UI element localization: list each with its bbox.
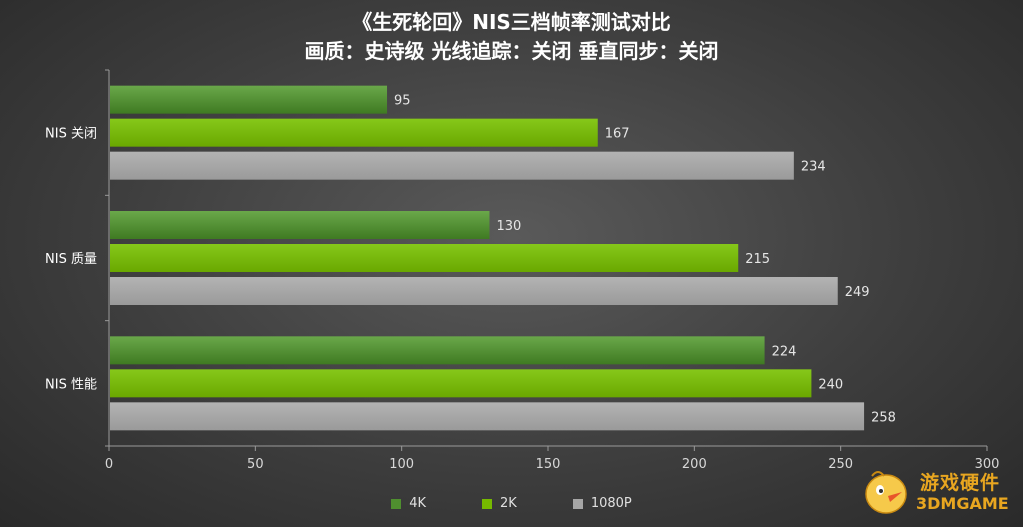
data-label: 258 — [871, 410, 896, 425]
data-label: 234 — [801, 160, 826, 175]
bar-2k — [110, 118, 598, 147]
x-tick-label: 150 — [536, 457, 561, 472]
chart-legend: 4K 2K 1080P — [0, 496, 1023, 511]
x-tick-label: 0 — [105, 457, 113, 472]
data-label: 95 — [394, 94, 411, 109]
legend-swatch-1080p — [572, 498, 583, 509]
watermark-text-line2: 3DMGAME — [916, 494, 1009, 513]
legend-label-2k: 2K — [500, 496, 517, 511]
bar-4k — [110, 211, 490, 239]
legend-swatch-2k — [482, 498, 493, 509]
bar-4k — [110, 85, 388, 114]
data-label: 130 — [496, 219, 521, 234]
category-label: NIS 关闭 — [45, 127, 97, 142]
legend-item-2k: 2K — [482, 496, 517, 511]
category-label: NIS 质量 — [45, 252, 97, 267]
chart-labels: NIS 关闭 95 167 234 NIS 质量 130 215 249 NIS 性能 224 24… — [45, 94, 896, 426]
bar-2k — [110, 244, 739, 272]
category-label: NIS 性能 — [45, 377, 97, 392]
legend-swatch-4k — [391, 498, 402, 509]
watermark-logo: 游戏硬件 3DMGAME — [858, 462, 1018, 522]
bar-1080p — [110, 277, 838, 305]
legend-label-1080p: 1080P — [590, 496, 632, 511]
chart-bars — [110, 85, 865, 431]
bar-1080p — [110, 151, 794, 180]
bar-2k — [110, 369, 812, 398]
x-tick-label: 250 — [828, 457, 853, 472]
mascot-chick-icon — [865, 471, 907, 514]
chart-title-line2: 画质：史诗级 光线追踪：关闭 垂直同步：关闭 — [304, 39, 719, 63]
legend-label-4k: 4K — [409, 496, 427, 511]
legend-item-1080p: 1080P — [572, 496, 632, 511]
legend-item-4k: 4K — [391, 496, 426, 511]
data-label: 240 — [818, 377, 843, 392]
data-label: 224 — [772, 344, 797, 359]
chart-axes: 0 50 100 150 200 250 300 — [105, 69, 1000, 472]
x-tick-label: 200 — [682, 457, 707, 472]
data-label: 215 — [745, 252, 770, 267]
bar-1080p — [110, 402, 865, 431]
data-label: 167 — [605, 127, 630, 142]
chart-title-line1: 《生死轮回》NIS三档帧率测试对比 — [352, 10, 671, 34]
watermark-text-line1: 游戏硬件 — [920, 472, 1001, 494]
data-label: 249 — [845, 285, 870, 300]
x-tick-label: 300 — [975, 457, 1000, 472]
x-tick-label: 100 — [389, 457, 414, 472]
x-tick-label: 50 — [247, 457, 264, 472]
bar-4k — [110, 336, 765, 365]
chart-title: 《生死轮回》NIS三档帧率测试对比 画质：史诗级 光线追踪：关闭 垂直同步：关闭 — [0, 8, 1023, 66]
